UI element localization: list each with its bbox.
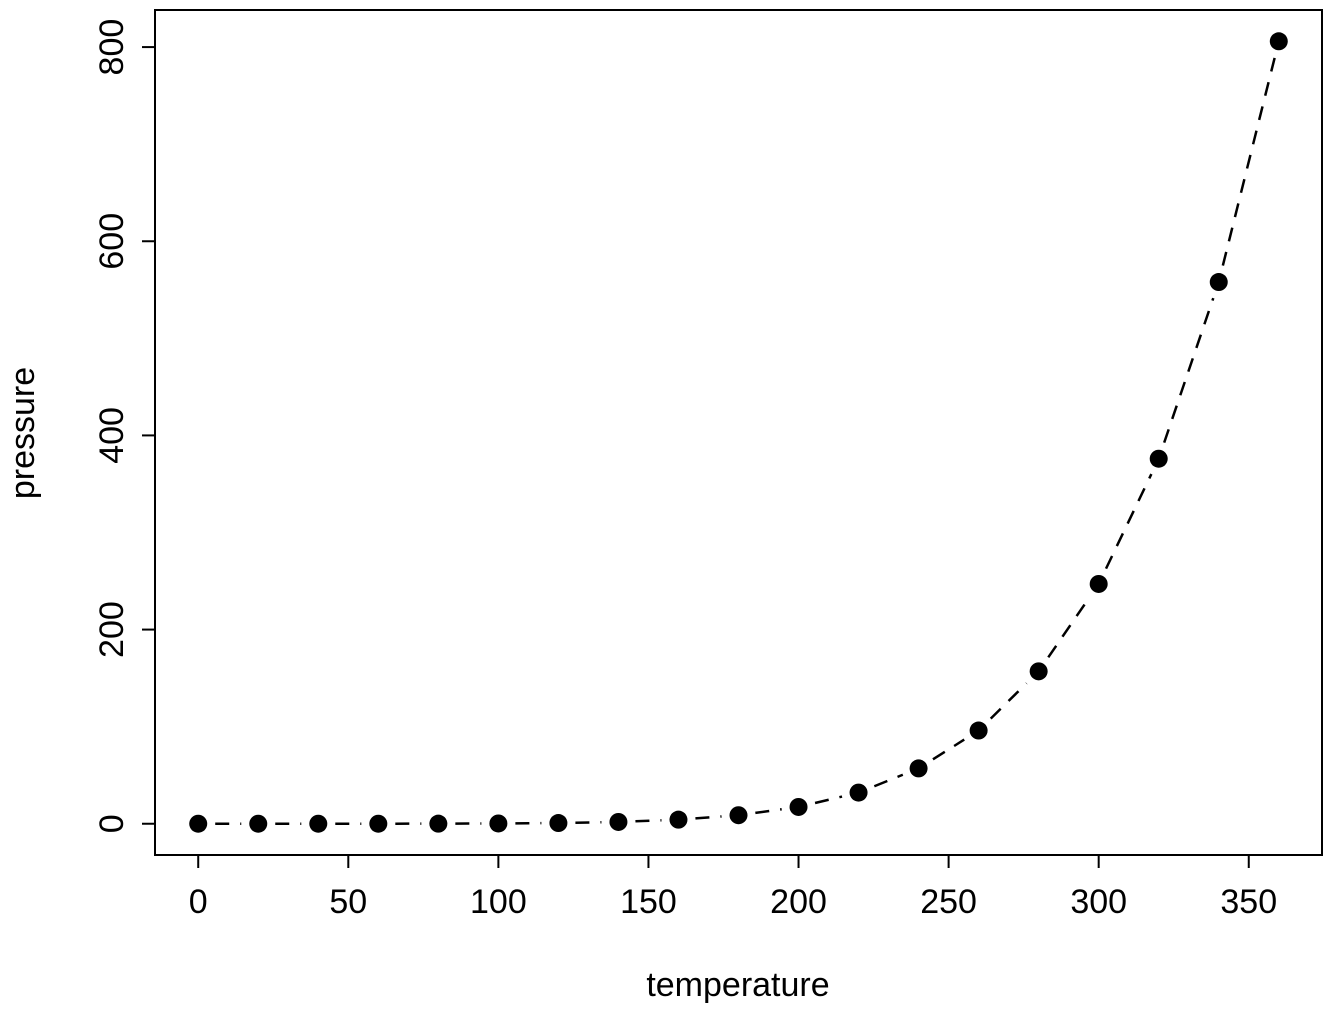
- series-segment: [991, 683, 1027, 718]
- x-tick-label: 350: [1220, 883, 1277, 921]
- data-point: [609, 813, 627, 831]
- data-point: [549, 814, 567, 832]
- y-tick-label: 800: [93, 19, 131, 76]
- data-point: [489, 814, 507, 832]
- data-point: [730, 806, 748, 824]
- x-tick-label: 250: [920, 883, 977, 921]
- data-point: [669, 811, 687, 829]
- data-point: [1270, 32, 1288, 50]
- plot-dynamic-layer: 0 50 100 150 200 250 300 350 0 200 400 600 800: [93, 10, 1322, 921]
- x-tick-label: 100: [470, 883, 527, 921]
- data-point: [1150, 450, 1168, 468]
- data-point: [369, 815, 387, 833]
- x-tick-label: 0: [189, 883, 208, 921]
- data-point: [1030, 662, 1048, 680]
- x-tick-label: 200: [770, 883, 827, 921]
- data-point: [189, 815, 207, 833]
- series-segment: [635, 820, 661, 821]
- series-segment: [1223, 58, 1275, 266]
- data-point: [790, 798, 808, 816]
- series-segment: [695, 816, 721, 818]
- data-point: [429, 815, 447, 833]
- series-segment: [1106, 474, 1151, 569]
- data-point: [1090, 575, 1108, 593]
- y-tick-label: 200: [93, 601, 131, 658]
- y-tick-label: 0: [93, 814, 131, 833]
- data-point: [309, 815, 327, 833]
- series-segment: [1164, 298, 1213, 442]
- series-segment: [755, 809, 781, 813]
- y-axis-title: pressure: [4, 367, 42, 499]
- data-point: [910, 759, 928, 777]
- data-point: [850, 784, 868, 802]
- x-axis-title: temperature: [646, 966, 829, 1004]
- data-point: [970, 722, 988, 740]
- series-segment: [874, 775, 902, 786]
- series-segment: [933, 740, 964, 760]
- series-segment: [815, 797, 842, 803]
- x-tick-label: 150: [620, 883, 677, 921]
- plot-box: [155, 10, 1322, 855]
- series-segment: [1048, 598, 1089, 657]
- data-point: [249, 815, 267, 833]
- x-tick-label: 300: [1070, 883, 1127, 921]
- y-tick-label: 400: [93, 407, 131, 464]
- data-point: [1210, 273, 1228, 291]
- y-tick-label: 600: [93, 213, 131, 270]
- x-tick-label: 50: [329, 883, 367, 921]
